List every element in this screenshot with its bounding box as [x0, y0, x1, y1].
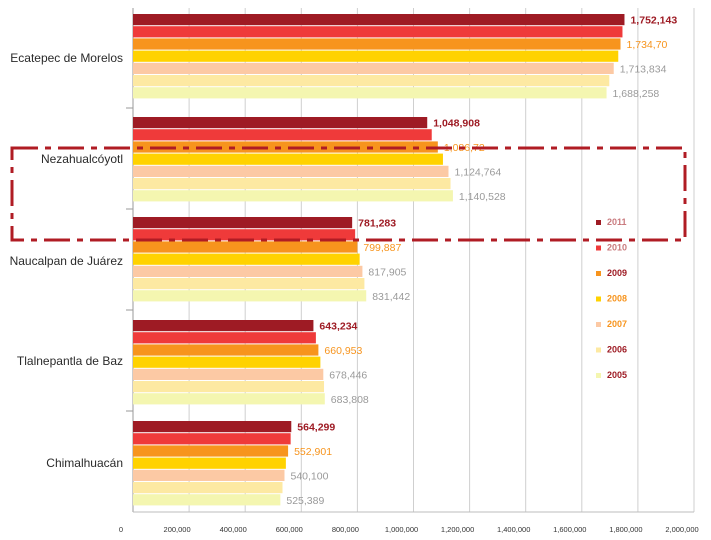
bar-4-2005: [133, 494, 281, 506]
data-label: 683,808: [331, 394, 369, 406]
legend-label: 2007: [607, 319, 627, 329]
legend-label: 2008: [607, 294, 627, 304]
data-label: 781,283: [358, 218, 396, 230]
data-label: 525,389: [286, 495, 324, 507]
data-label: 1,048,908: [433, 118, 480, 130]
bar-1-2007: [133, 165, 449, 177]
bar-0-2008: [133, 50, 619, 62]
data-label: 678,446: [329, 370, 367, 382]
legend-swatch: [596, 220, 601, 225]
category-label: Naucalpan de Juárez: [10, 254, 123, 268]
data-label: 1,734,70: [627, 39, 668, 51]
data-label: 552,901: [294, 446, 332, 458]
legend-swatch: [596, 347, 601, 353]
bar-3-2008: [133, 356, 321, 368]
bar-2-2009: [133, 241, 358, 253]
x-tick-label: 600,000: [276, 525, 303, 534]
bar-2-2006: [133, 278, 365, 290]
legend-label: 2010: [607, 243, 627, 253]
bar-3-2006: [133, 381, 325, 393]
data-label: 564,299: [297, 422, 335, 434]
bar-3-2009: [133, 344, 319, 356]
x-tick-label: 400,000: [220, 525, 247, 534]
data-label: 1,713,834: [620, 64, 667, 76]
bar-1-2006: [133, 178, 451, 190]
data-label: 660,953: [324, 345, 362, 357]
bar-3-2005: [133, 393, 325, 405]
bar-0-2007: [133, 62, 614, 74]
bar-1-2010: [133, 129, 432, 141]
highlight-box: [10, 146, 687, 242]
category-label: Ecatepec de Morelos: [10, 51, 123, 65]
bar-3-2010: [133, 332, 316, 344]
bar-0-2011: [133, 14, 625, 26]
legend: 2011 2010 2009 2008 2007 2006 2005: [596, 217, 627, 380]
x-tick-label: 1,600,000: [553, 525, 586, 534]
bar-1-2011: [133, 117, 428, 129]
bar-2-2011: [133, 217, 353, 229]
category-label: Tlalnepantla de Baz: [17, 354, 123, 368]
bar-0-2010: [133, 26, 623, 38]
bar-0-2006: [133, 75, 610, 87]
bar-4-2008: [133, 457, 286, 469]
legend-swatch: [596, 322, 601, 327]
x-tick-label: 0: [119, 525, 123, 534]
bar-4-2009: [133, 445, 289, 457]
x-tick-label: 1,200,000: [441, 525, 474, 534]
category-label: Nezahualcóyotl: [41, 152, 123, 166]
bar-2-2008: [133, 253, 360, 265]
legend-swatch: [596, 373, 601, 378]
legend-swatch: [596, 271, 601, 276]
bar-2-2005: [133, 290, 367, 302]
data-label: 799,887: [363, 242, 401, 254]
bar-4-2006: [133, 482, 283, 494]
bar-4-2010: [133, 433, 291, 445]
bar-1-2005: [133, 190, 453, 202]
data-label: 1,124,764: [454, 167, 501, 179]
legend-label: 2006: [607, 345, 627, 355]
x-tick-label: 1,000,000: [385, 525, 418, 534]
legend-label: 2005: [607, 370, 627, 380]
bar-0-2009: [133, 38, 621, 50]
legend-swatch: [596, 296, 601, 302]
bar-4-2011: [133, 421, 292, 433]
data-label: 1,140,528: [459, 191, 506, 203]
bar-3-2011: [133, 320, 314, 332]
bar-2-2007: [133, 265, 363, 277]
bars: [133, 14, 625, 506]
data-label: 1,688,258: [613, 88, 660, 100]
x-tick-label: 1,800,000: [609, 525, 642, 534]
data-label: 831,442: [372, 291, 410, 303]
bar-4-2007: [133, 469, 285, 481]
x-tick-label: 2,000,000: [665, 525, 698, 534]
legend-label: 2009: [607, 268, 627, 278]
data-label: 817,905: [368, 267, 406, 279]
data-label: 1,752,143: [630, 15, 677, 27]
bar-2-2010: [133, 229, 356, 241]
bar-0-2005: [133, 87, 607, 99]
category-labels: Ecatepec de Morelos Nezahualcóyotl Naucalp…: [10, 51, 123, 470]
legend-swatch: [596, 245, 601, 251]
x-tick-label: 200,000: [164, 525, 191, 534]
data-label: 643,234: [319, 321, 357, 333]
bar-3-2007: [133, 368, 324, 380]
category-label: Chimalhuacán: [46, 456, 123, 470]
legend-label: 2011: [607, 217, 627, 227]
bar-1-2009: [133, 141, 438, 153]
x-tick-label: 800,000: [332, 525, 359, 534]
x-tick-label: 1,400,000: [497, 525, 530, 534]
bar-1-2008: [133, 153, 443, 165]
data-label: 540,100: [290, 471, 328, 483]
